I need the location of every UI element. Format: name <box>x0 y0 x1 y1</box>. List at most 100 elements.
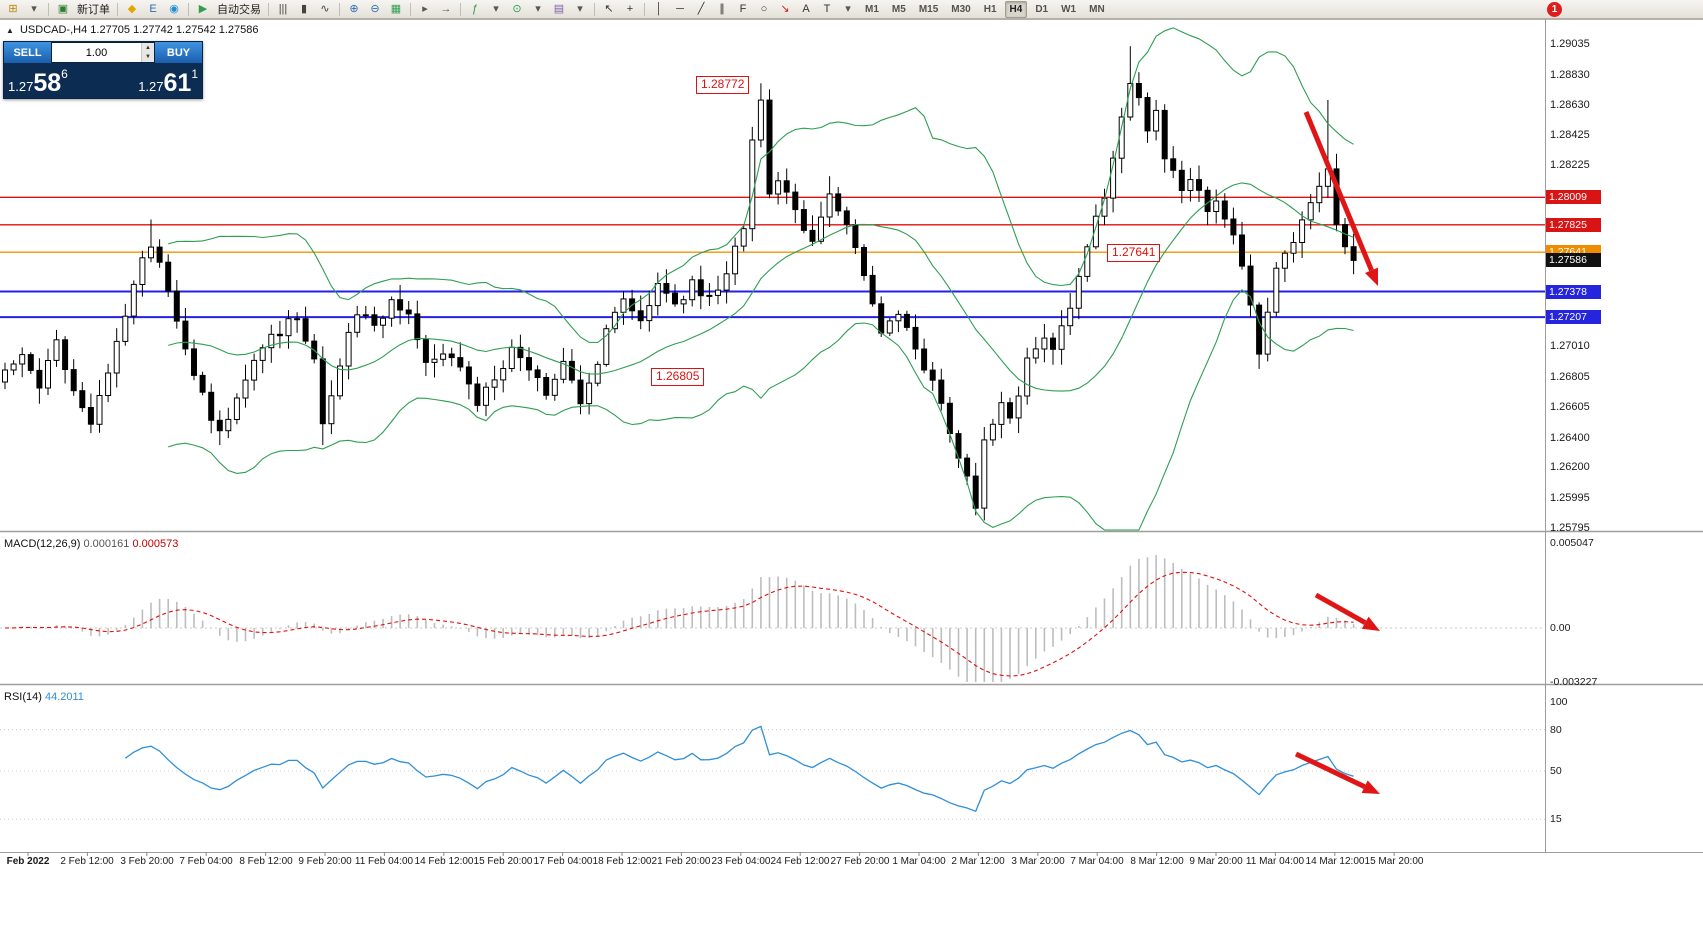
buy-price[interactable]: 1.27611 <box>138 67 198 97</box>
timeframe-button-m1[interactable]: M1 <box>865 3 879 15</box>
time-axis-label: 27 Feb 20:00 <box>830 856 890 867</box>
price-axis-label: 1.28425 <box>1550 129 1590 141</box>
time-axis-label: 24 Feb 12:00 <box>770 856 830 867</box>
time-axis-label: 11 Mar 04:00 <box>1245 856 1305 867</box>
text-label-icon[interactable]: A <box>802 2 810 15</box>
time-axis-label: 7 Mar 04:00 <box>1070 856 1124 867</box>
toolbar-separator <box>268 2 269 16</box>
crosshair-icon[interactable]: + <box>626 2 634 15</box>
price-axis-label: 1.25995 <box>1550 492 1590 504</box>
buy-button[interactable]: BUY <box>155 42 202 63</box>
periods-icon[interactable]: ⊙ <box>512 2 522 15</box>
macd-indicator-label: MACD(12,26,9) 0.000161 0.000573 <box>4 538 178 550</box>
cursor-icon[interactable]: ↖ <box>604 2 614 15</box>
price-tag-annotation[interactable]: 1.27641 <box>1107 244 1161 262</box>
price-tag-annotation[interactable]: 1.28772 <box>696 76 750 94</box>
shapes-icon[interactable]: ○ <box>760 2 768 15</box>
indicators-dropdown-icon[interactable]: ▾ <box>493 2 499 15</box>
macd-title: MACD(12,26,9) <box>4 538 81 550</box>
auto-trading-icon[interactable]: ▶ <box>198 2 208 15</box>
ohlc-values: 1.27705 1.27742 1.27542 1.27586 <box>90 24 259 36</box>
vertical-line-icon[interactable]: │ <box>655 2 663 15</box>
price-axis-label: 1.25795 <box>1550 522 1590 534</box>
candlestick-chart-icon[interactable]: ▮ <box>300 2 308 15</box>
time-axis-label: 2 Feb 12:00 <box>60 856 114 867</box>
templates-dropdown-icon[interactable]: ▾ <box>577 2 583 15</box>
timeframe-button-h4[interactable]: H4 <box>1004 0 1028 18</box>
main-toolbar: ⊞ ▾ ▣ 新订单 ◆ E ◉ ▶ 自动交易 ||| ▮ ∿ ⊕ ⊖ ▦ ▸ → ƒ ▾ ⊙ ▾ ▤ ▾ ↖ + │ ─ ╱ ∥ F ○ ↘ A… <box>0 0 1703 19</box>
auto-trading-button[interactable]: 自动交易 <box>217 4 261 16</box>
sell-price-big: 58 <box>33 69 62 97</box>
new-chart-icon[interactable]: ⊞ <box>8 2 18 15</box>
time-axis-label: 3 Feb 20:00 <box>120 856 174 867</box>
fibonacci-icon[interactable]: F <box>739 2 747 15</box>
price-axis-label: 1.28830 <box>1550 69 1590 81</box>
sell-button[interactable]: SELL <box>4 42 51 63</box>
panel-separators[interactable] <box>0 19 1703 853</box>
toolbar-separator <box>460 2 461 16</box>
timeframe-button-mn[interactable]: MN <box>1089 3 1105 15</box>
trend-arrows[interactable] <box>1294 111 1380 794</box>
rsi-indicator-label: RSI(14) 44.2011 <box>4 691 84 703</box>
volume-spinner-up[interactable]: ▲ <box>142 43 154 53</box>
volume-input[interactable] <box>52 43 141 62</box>
sell-price-head: 1.27 <box>8 79 34 94</box>
indicators-icon[interactable]: ƒ <box>471 2 479 15</box>
price-tag-annotation[interactable]: 1.26805 <box>651 368 705 386</box>
metaeditor-icon[interactable]: E <box>149 2 157 15</box>
timeframe-button-m30[interactable]: M30 <box>951 3 971 15</box>
macd-signal-value: 0.000573 <box>132 538 179 550</box>
time-axis-label: 14 Feb 12:00 <box>414 856 474 867</box>
mql5-community-icon[interactable]: ◆ <box>127 2 137 15</box>
equidistant-channel-icon[interactable]: ∥ <box>719 2 725 15</box>
text-tool-icon[interactable]: T <box>823 2 831 15</box>
rsi-axis-label: 50 <box>1550 765 1562 777</box>
arrows-tool-icon[interactable]: ↘ <box>780 2 790 15</box>
time-axis-label: 8 Mar 12:00 <box>1130 856 1184 867</box>
macd-histogram <box>12 555 1355 682</box>
timeframe-button-m15[interactable]: M15 <box>918 3 939 15</box>
timeframe-button-w1[interactable]: W1 <box>1061 3 1077 15</box>
time-axis-label: 17 Feb 04:00 <box>533 856 593 867</box>
price-line-label: 1.27825 <box>1546 218 1601 232</box>
time-axis-label: 15 Feb 20:00 <box>473 856 533 867</box>
new-order-button[interactable]: 新订单 <box>77 4 110 16</box>
time-axis-label: 9 Feb 20:00 <box>298 856 352 867</box>
notifications-badge[interactable]: 1 <box>1547 2 1562 17</box>
price-line-label: 1.27378 <box>1546 285 1601 299</box>
templates-icon[interactable]: ▤ <box>553 2 565 15</box>
zoom-out-icon[interactable]: ⊖ <box>370 2 380 15</box>
more-tools-dropdown-icon[interactable]: ▾ <box>845 2 851 15</box>
chart-shift-icon[interactable]: → <box>440 2 452 15</box>
oneclick-collapse-icon[interactable]: ▲ <box>6 26 14 35</box>
time-axis-label: Feb 2022 <box>6 856 50 867</box>
time-axis-label: 15 Mar 20:00 <box>1364 856 1424 867</box>
line-chart-icon[interactable]: ∿ <box>320 2 330 15</box>
chart-dropdown-icon[interactable]: ▾ <box>31 2 37 15</box>
bollinger-bands <box>168 27 1354 531</box>
sell-price[interactable]: 1.27586 <box>8 67 68 97</box>
price-axis-label: 1.29035 <box>1550 38 1590 50</box>
toolbar-separator <box>188 2 189 16</box>
buy-price-sup: 1 <box>191 66 198 81</box>
horizontal-line-icon[interactable]: ─ <box>676 2 684 15</box>
bar-chart-icon[interactable]: ||| <box>278 2 288 15</box>
timeframe-button-d1[interactable]: D1 <box>1035 3 1049 15</box>
zoom-in-icon[interactable]: ⊕ <box>349 2 359 15</box>
periods-dropdown-icon[interactable]: ▾ <box>535 2 541 15</box>
timeframe-button-m5[interactable]: M5 <box>891 3 906 15</box>
auto-scroll-icon[interactable]: ▸ <box>422 2 428 15</box>
rsi-title: RSI(14) <box>4 691 42 703</box>
volume-spinner-down[interactable]: ▼ <box>142 52 154 62</box>
trendline-icon[interactable]: ╱ <box>697 2 705 15</box>
buy-price-big: 61 <box>163 69 192 97</box>
market-icon[interactable]: ◉ <box>169 2 179 15</box>
timeframe-button-h1[interactable]: H1 <box>983 3 997 15</box>
toolbar-separator <box>117 2 118 16</box>
tile-windows-icon[interactable]: ▦ <box>390 2 402 15</box>
new-order-icon[interactable]: ▣ <box>57 2 69 15</box>
macd-axis-label: 0.00 <box>1550 622 1571 634</box>
